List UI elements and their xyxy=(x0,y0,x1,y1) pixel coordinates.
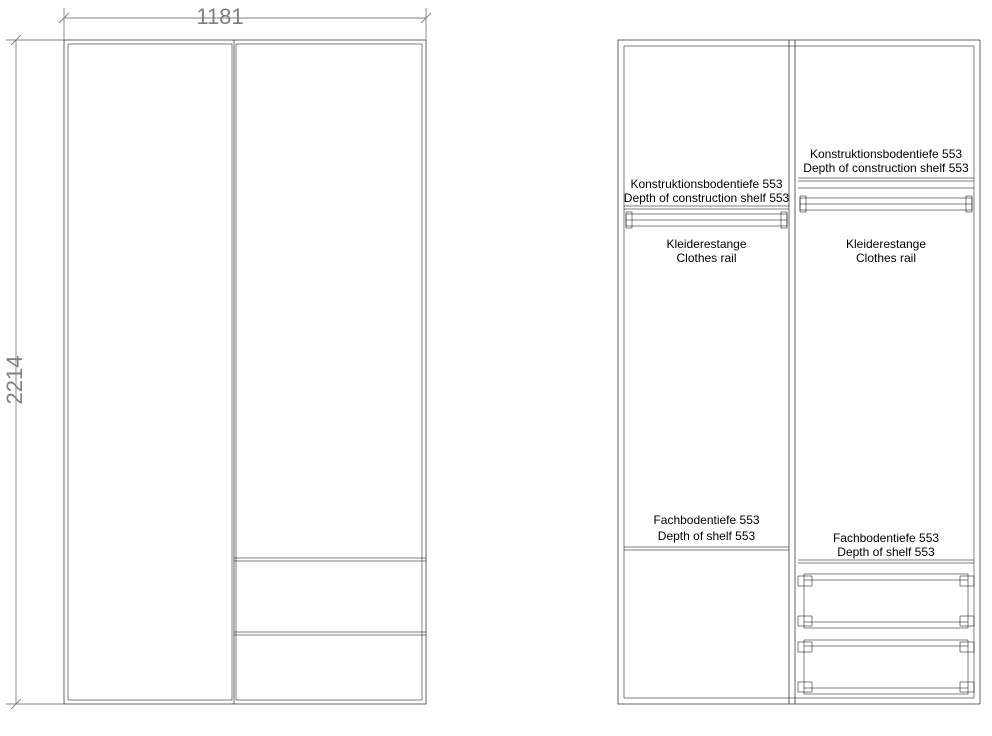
front-view xyxy=(64,40,426,704)
dimension-width-label: 1181 xyxy=(196,4,243,29)
interior-label: Depth of construction shelf 553 xyxy=(803,161,969,175)
interior-label: Konstruktionsbodentiefe 553 xyxy=(630,177,782,191)
interior-label: Fachbodentiefe 553 xyxy=(653,513,759,527)
interior-label: Kleiderestange xyxy=(666,237,746,251)
dimension-width: 1181 xyxy=(59,4,431,40)
interior-label: Depth of shelf 553 xyxy=(837,545,935,559)
interior-label: Depth of shelf 553 xyxy=(658,529,756,543)
interior-label: Clothes rail xyxy=(676,251,736,265)
interior-label: Clothes rail xyxy=(856,251,916,265)
dimension-height: 2214 xyxy=(2,35,64,709)
interior-label: Kleiderestange xyxy=(846,237,926,251)
interior-label: Konstruktionsbodentiefe 553 xyxy=(810,147,962,161)
interior-label: Fachbodentiefe 553 xyxy=(833,531,939,545)
interior-right: Konstruktionsbodentiefe 553Depth of cons… xyxy=(798,147,974,694)
interior-left: Konstruktionsbodentiefe 553Depth of cons… xyxy=(624,177,790,550)
dimension-height-label: 2214 xyxy=(2,356,27,405)
interior-view: Konstruktionsbodentiefe 553Depth of cons… xyxy=(618,40,980,704)
interior-label: Depth of construction shelf 553 xyxy=(624,191,790,205)
